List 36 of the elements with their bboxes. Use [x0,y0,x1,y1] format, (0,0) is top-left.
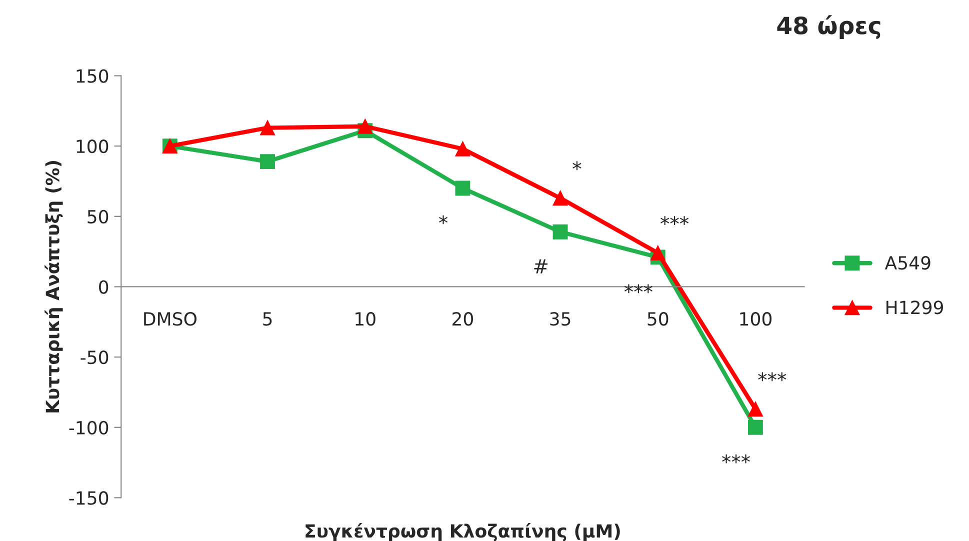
x-tick-label: 20 [452,312,473,326]
x-tick-label: DMSO [144,312,196,326]
annotation: * [572,161,582,170]
annotation: *** [722,454,750,464]
y-tick-label: 150 [76,69,108,83]
y-axis-title: Κυτταρική Ανάπτυξη (%) [44,160,63,412]
x-tick-label: 10 [356,312,376,326]
y-tick-label: 50 [88,210,108,224]
point [748,402,763,417]
point [650,246,666,260]
point [748,420,763,435]
annotation: # [534,259,548,274]
legend-label: A549 [884,256,930,270]
y-tick-label: -50 [80,350,108,364]
x-tick-label: 35 [550,312,570,326]
point [260,120,275,136]
y-tick-label: 100 [76,140,108,154]
point [552,190,568,206]
annotation: *** [624,284,652,294]
y-tick-label: -100 [69,420,108,435]
point [455,141,470,156]
annotation: * [438,215,448,224]
legend-label: H1299 [886,300,943,314]
y-tick-label: -150 [69,491,108,505]
x-axis-title: Συγκέντρωση Κλοζαπίνης (μM) [306,523,620,541]
x-tick-label: 5 [263,312,272,326]
chart-title: 48 ώρες [777,15,880,39]
y-tick-label: 0 [99,280,108,294]
annotation: *** [660,216,689,225]
point [358,118,373,134]
annotation: *** [758,372,786,382]
point [260,154,275,170]
point [455,180,470,196]
x-tick-label: 50 [648,312,668,326]
point [552,224,568,240]
x-tick-label: 100 [740,312,772,326]
